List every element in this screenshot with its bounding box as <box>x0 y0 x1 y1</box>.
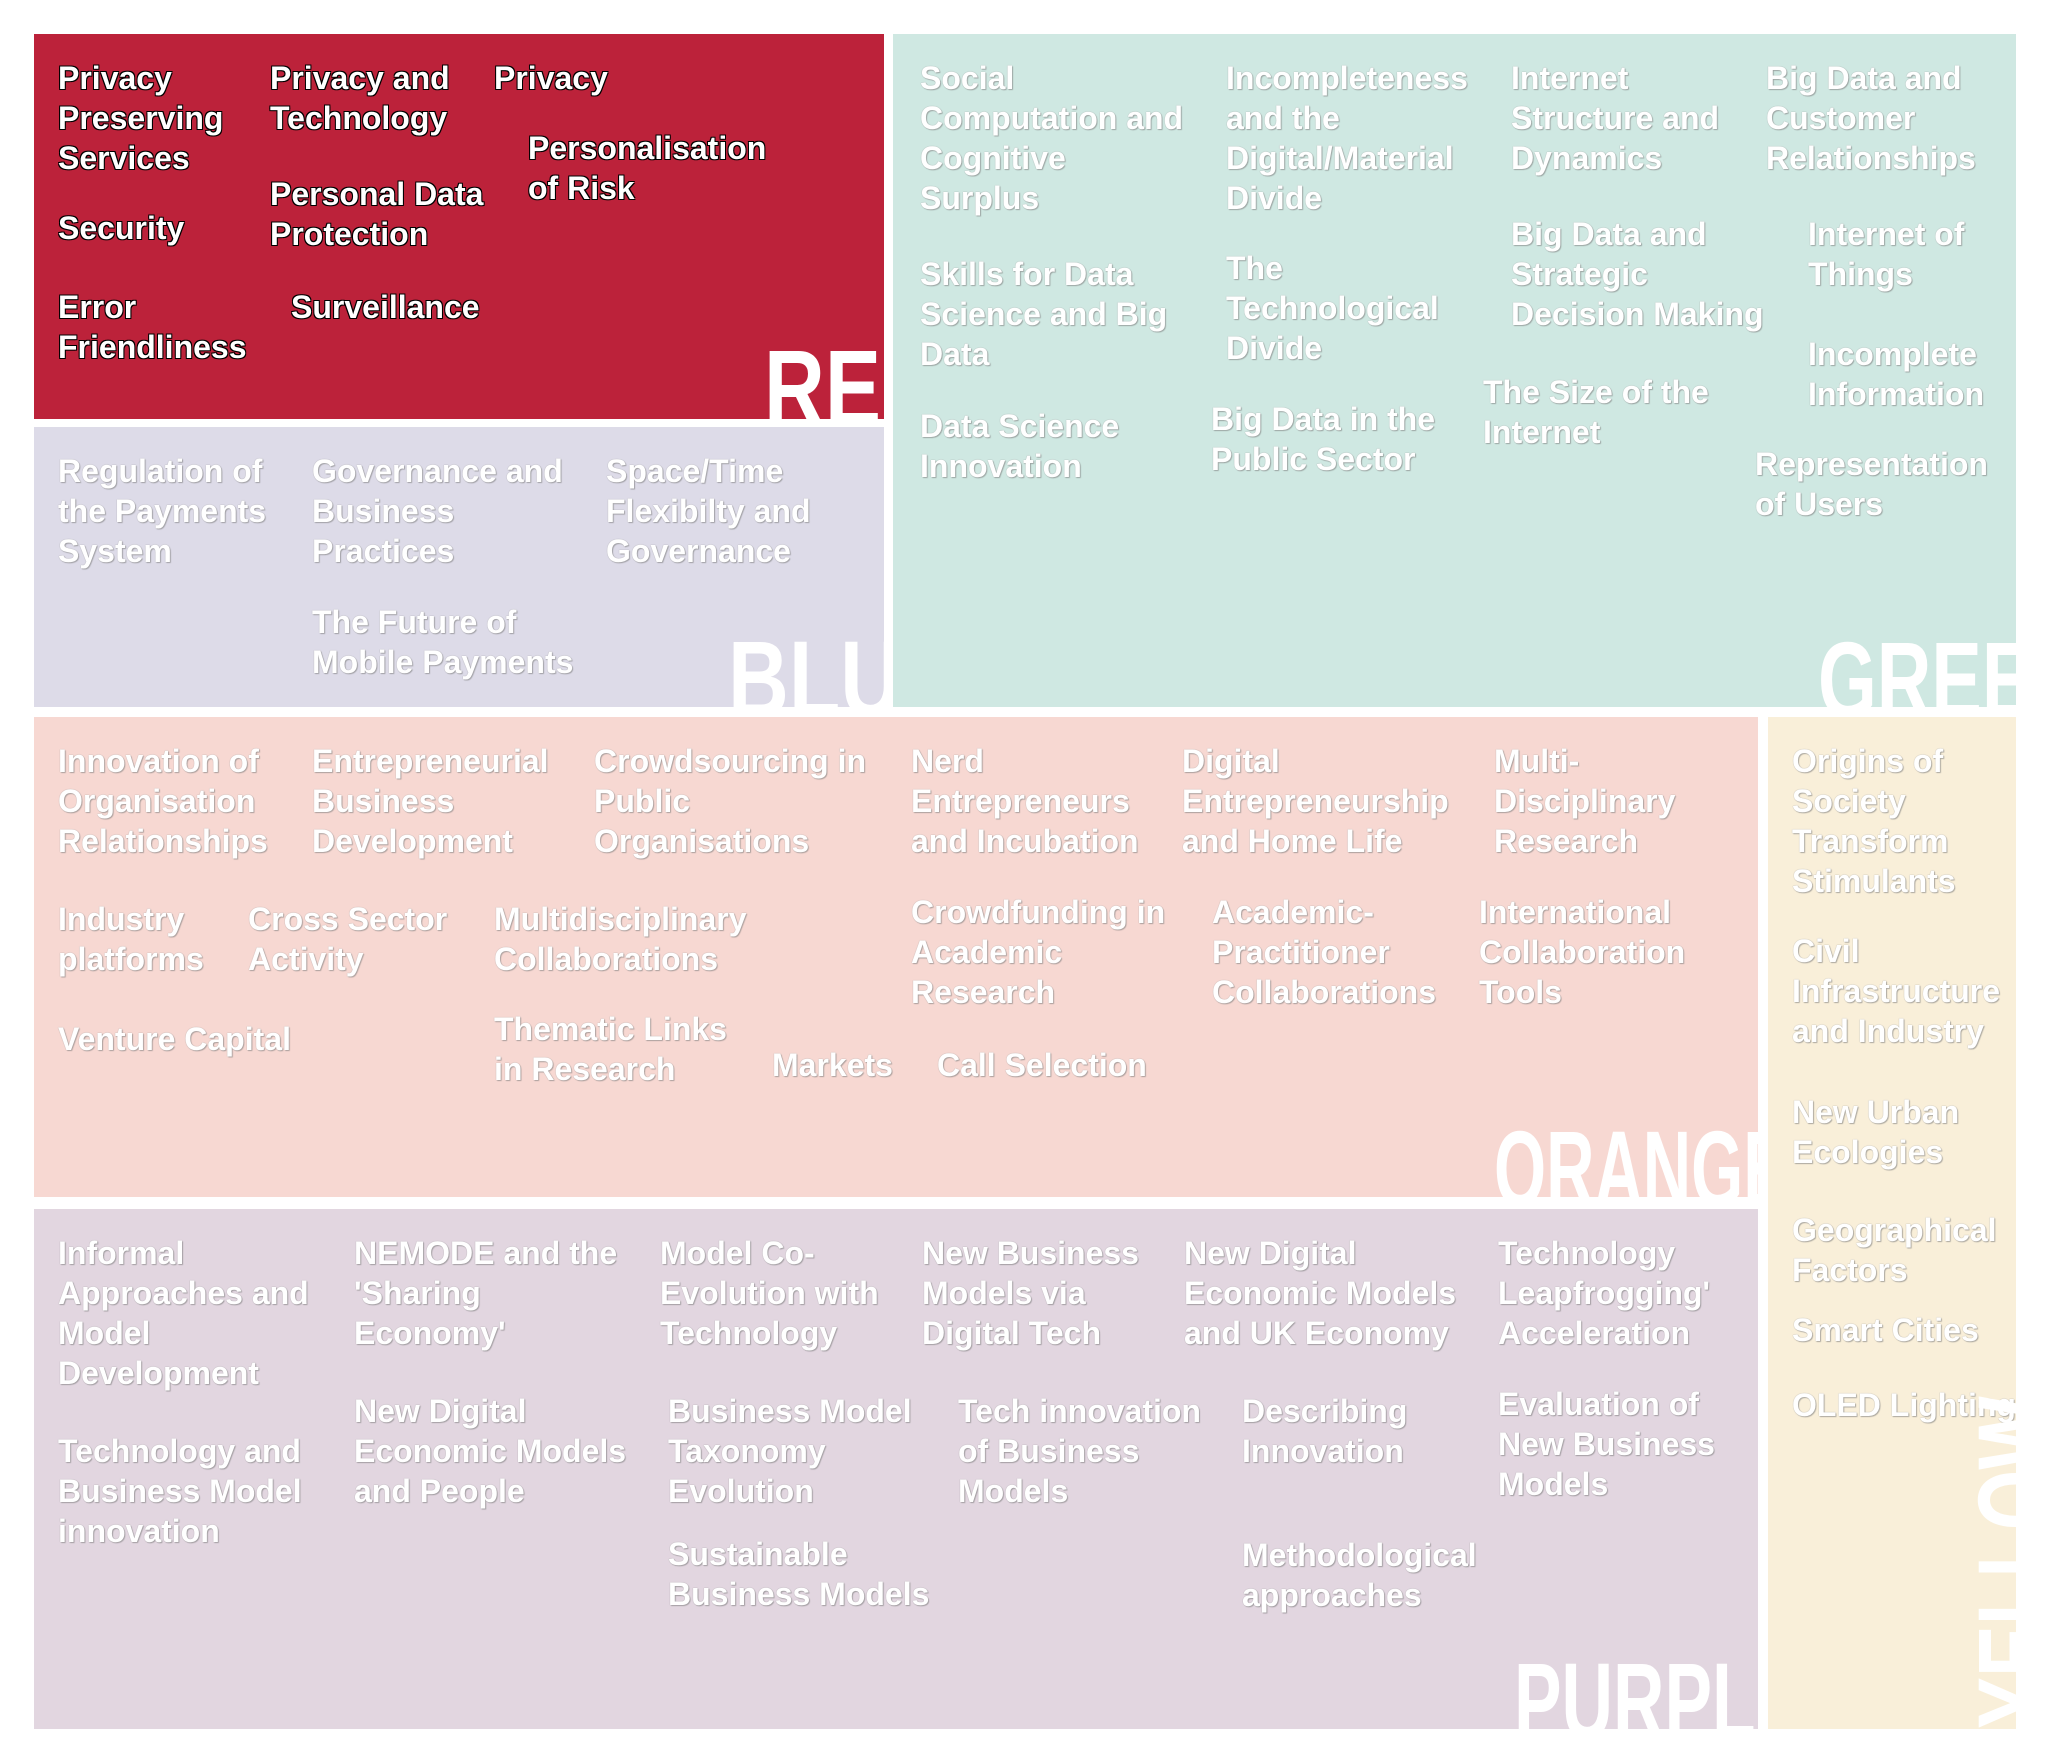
green-term: Big Data and Customer Relationships <box>1766 60 1976 176</box>
blue-term: Governance and Business Practices <box>312 453 563 569</box>
yellow-term: OLED Lighting <box>1792 1387 2016 1423</box>
green-term: Big Data in the Public Sector <box>1211 401 1436 477</box>
green-term: Incompleteness and the Digital/Material … <box>1226 60 1468 216</box>
green-term: Social Computation and Cognitive Surplus <box>920 60 1184 216</box>
orange-panel-label: ORANGE <box>1494 1108 1758 1198</box>
green-term: The Technological Divide <box>1226 250 1439 366</box>
orange-term: International Collaboration Tools <box>1479 894 1686 1010</box>
red-term: Privacy Preserving Services <box>58 60 224 176</box>
orange-term: Multidisciplinary Collaborations <box>494 901 747 977</box>
orange-term: Crowdsourcing in Public Organisations <box>594 743 866 859</box>
orange-term: Digital Entrepreneurship and Home Life <box>1182 743 1449 859</box>
orange-term: Innovation of Organisation Relationships <box>58 743 268 859</box>
purple-term: Business Model Taxonomy Evolution <box>668 1393 912 1509</box>
blue-term: Space/Time Flexibilty and Governance <box>606 453 811 569</box>
orange-term: Academic- Practitioner Collaborations <box>1212 894 1437 1010</box>
red-panel: Privacy Preserving Services Privacy and … <box>34 34 884 419</box>
red-term: Personal Data Protection <box>270 176 484 252</box>
red-term: Personalisation of Risk <box>528 130 767 206</box>
yellow-panel: Origins of Society Transform Stimulants … <box>1768 717 2016 1729</box>
blue-panel: Regulation of the Payments System Govern… <box>34 427 884 707</box>
orange-term: Call Selection <box>937 1047 1147 1083</box>
purple-term: Sustainable Business Models <box>668 1536 930 1612</box>
green-term: Big Data and Strategic Decision Making <box>1511 216 1764 332</box>
orange-term: Nerd Entrepreneurs and Incubation <box>911 743 1139 859</box>
orange-term: Entrepreneurial Business Development <box>312 743 549 859</box>
orange-term: Markets <box>772 1047 893 1083</box>
purple-term: Informal Approaches and Model Developmen… <box>58 1235 309 1391</box>
yellow-panel-label: YELLOW <box>1955 1396 2016 1729</box>
blue-panel-label: BLUE <box>728 618 884 708</box>
purple-term: Model Co- Evolution with Technology <box>660 1235 879 1351</box>
red-panel-label: RED <box>764 327 884 420</box>
purple-term: New Digital Economic Models and People <box>354 1393 627 1509</box>
red-term: Privacy <box>494 60 608 96</box>
green-term: Representation of Users <box>1755 446 1988 522</box>
purple-panel: Informal Approaches and Model Developmen… <box>34 1209 1758 1729</box>
blue-term: The Future of Mobile Payments <box>312 604 574 680</box>
yellow-term: Smart Cities <box>1792 1312 1979 1348</box>
purple-term: New Business Models via Digital Tech <box>922 1235 1139 1351</box>
green-term: Internet Structure and Dynamics <box>1511 60 1720 176</box>
purple-term: Technology and Business Model innovation <box>58 1433 302 1549</box>
purple-term: Tech innovation of Business Models <box>958 1393 1201 1509</box>
yellow-term: New Urban Ecologies <box>1792 1094 1960 1170</box>
yellow-term: Civil Infrastructure and Industry <box>1792 933 2001 1049</box>
orange-term: Industry platforms <box>58 901 204 977</box>
green-term: Data Science Innovation <box>920 408 1120 484</box>
red-term: Surveillance <box>291 289 480 325</box>
orange-panel: Innovation of Organisation Relationships… <box>34 717 1758 1197</box>
purple-panel-label: PURPLE <box>1514 1640 1758 1730</box>
purple-term: NEMODE and the 'Sharing Economy' <box>354 1235 618 1351</box>
green-panel-label: GREEN <box>1818 619 2016 708</box>
orange-term: Venture Capital <box>58 1021 291 1057</box>
purple-term: Technology Leapfrogging' Acceleration <box>1498 1235 1711 1351</box>
orange-term: Thematic Links in Research <box>494 1011 727 1087</box>
orange-term: Multi- Disciplinary Research <box>1494 743 1676 859</box>
purple-term: New Digital Economic Models and UK Econo… <box>1184 1235 1457 1351</box>
yellow-term: Origins of Society Transform Stimulants <box>1792 743 1956 899</box>
orange-term: Crowdfunding in Academic Research <box>911 894 1166 1010</box>
red-term: Privacy and Technology <box>270 60 450 136</box>
green-term: The Size of the Internet <box>1483 374 1709 450</box>
purple-term: Evaluation of New Business Models <box>1498 1386 1715 1502</box>
green-term: Skills for Data Science and Big Data <box>920 256 1168 372</box>
green-panel: Social Computation and Cognitive Surplus… <box>893 34 2016 707</box>
green-term: Incomplete Information <box>1808 336 1984 412</box>
green-term: Internet of Things <box>1808 216 1965 292</box>
purple-term: Describing Innovation <box>1242 1393 1408 1469</box>
yellow-term: Geographical Factors <box>1792 1212 1997 1288</box>
red-term: Error Friendliness <box>58 289 247 365</box>
blue-term: Regulation of the Payments System <box>58 453 267 569</box>
orange-term: Cross Sector Activity <box>248 901 448 977</box>
red-term: Security <box>58 210 185 246</box>
purple-term: Methodological approaches <box>1242 1537 1477 1613</box>
